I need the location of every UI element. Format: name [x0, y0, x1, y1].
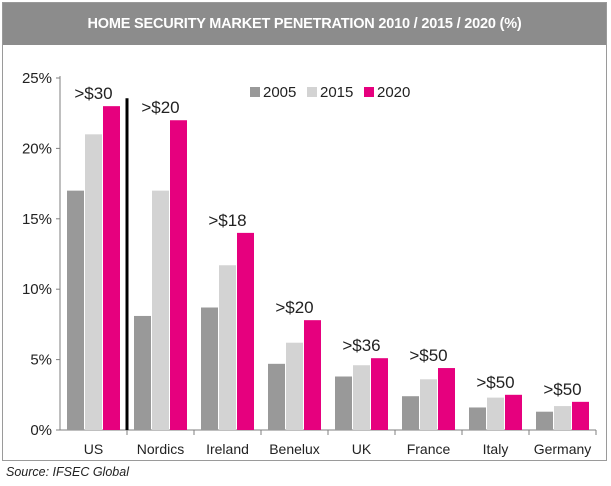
bar-chart: 0% 5% 10% 15% 20% 25% US Nordics Ireland Benelux U…: [22, 70, 597, 457]
y-tick-label: 20%: [22, 140, 52, 157]
bar-italy-2020: [505, 394, 522, 430]
price-annotation: >$50: [409, 346, 447, 365]
bar-nordics-2020: [170, 120, 187, 431]
bar-ireland-2020: [237, 232, 254, 430]
chart-title: HOME SECURITY MARKET PENETRATION 2010 / …: [3, 3, 606, 45]
y-tick-label: 10%: [22, 281, 52, 298]
x-tick-label: UK: [352, 441, 372, 457]
bar-uk-2015: [353, 365, 370, 430]
bar-us-2015: [85, 134, 102, 430]
legend-swatch-2020: [364, 87, 374, 97]
bar-france-2005: [402, 396, 419, 430]
bar-italy-2005: [469, 407, 486, 430]
bar-uk-2005: [335, 376, 352, 430]
bar-germany-2015: [554, 406, 571, 430]
price-annotation: >$18: [208, 211, 246, 230]
annotations: >$30 >$20 >$18 >$20 >$36 >$50 >$50 >$50: [74, 84, 581, 399]
price-annotation: >$20: [141, 98, 179, 117]
bar-uk-2020: [371, 358, 388, 430]
x-tick-label: Nordics: [137, 441, 184, 457]
legend-label-2015: 2015: [320, 84, 353, 101]
price-annotation: >$36: [342, 336, 380, 355]
bar-france-2015: [420, 379, 437, 430]
x-tick-label: Germany: [534, 441, 592, 457]
bar-nordics-2005: [134, 315, 151, 430]
source-note: Source: IFSEC Global: [6, 465, 129, 479]
bar-benelux-2015: [286, 342, 303, 430]
bar-ireland-2015: [219, 265, 236, 430]
legend-label-2020: 2020: [377, 84, 410, 101]
x-tick-label: Italy: [483, 441, 509, 457]
bar-us-2005: [67, 190, 84, 430]
legend: 2005 2015 2020: [250, 84, 410, 101]
bar-benelux-2020: [304, 320, 321, 430]
bar-ireland-2005: [201, 307, 218, 430]
y-tick-label: 5%: [30, 352, 52, 369]
bars: [67, 106, 589, 431]
y-tick-label: 15%: [22, 211, 52, 228]
y-tick-label: 0%: [30, 422, 52, 439]
price-annotation: >$50: [543, 380, 581, 399]
price-annotation: >$30: [74, 84, 112, 103]
bar-us-2020: [103, 106, 120, 430]
price-annotation: >$20: [275, 298, 313, 317]
bar-germany-2005: [536, 411, 553, 430]
legend-label-2005: 2005: [263, 84, 296, 101]
bar-france-2020: [438, 368, 455, 430]
bar-italy-2015: [487, 397, 504, 430]
price-annotation: >$50: [476, 373, 514, 392]
x-tick-label: US: [84, 441, 103, 457]
x-tick-label: Benelux: [269, 441, 320, 457]
bar-germany-2020: [572, 401, 589, 430]
bar-benelux-2005: [268, 363, 285, 430]
x-tick-label: Ireland: [206, 441, 249, 457]
legend-swatch-2015: [307, 87, 317, 97]
bar-nordics-2015: [152, 190, 169, 430]
legend-swatch-2005: [250, 87, 260, 97]
x-tick-label: France: [407, 441, 451, 457]
y-tick-label: 25%: [22, 70, 52, 87]
